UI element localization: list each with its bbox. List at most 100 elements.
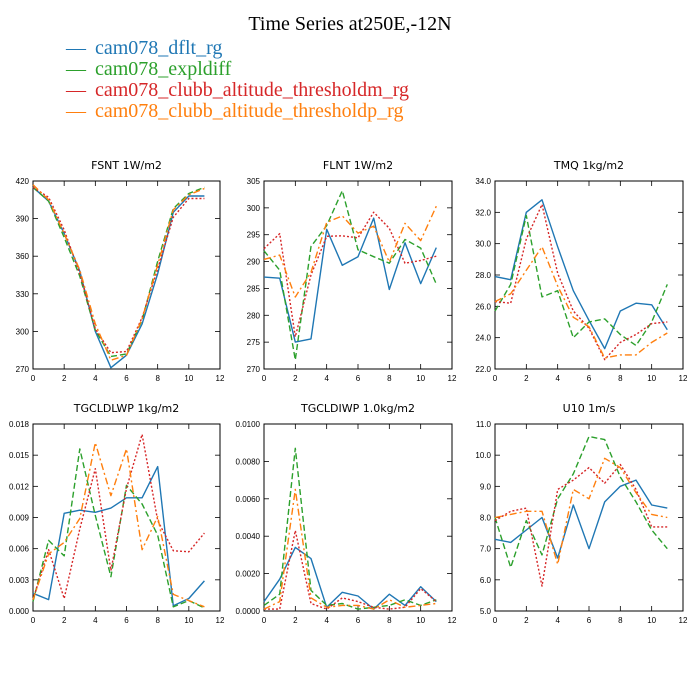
series-line-4 [263,488,437,610]
y-tick-label: 275 [247,338,261,347]
legend-entry-4: — cam078_clubb_altitude_thresholdp_rg [65,100,403,122]
x-tick-label: 2 [62,374,67,383]
x-tick-label: 6 [587,374,592,383]
y-tick-label: 280 [247,311,261,320]
series-line-4 [263,205,437,298]
x-tick-label: 10 [647,374,656,383]
x-tick-label: 2 [293,374,298,383]
y-tick-label: 0.0080 [236,457,261,466]
y-tick-label: 0.015 [9,451,30,460]
y-tick-label: 28.0 [475,271,491,280]
x-tick-label: 10 [184,374,193,383]
x-tick-label: 6 [356,616,361,625]
x-tick-label: 10 [416,374,425,383]
y-tick-label: 10.0 [475,451,491,460]
x-tick-label: 2 [293,616,298,625]
x-tick-label: 8 [618,616,623,625]
x-tick-label: 12 [216,616,225,625]
series-line-3 [494,463,668,587]
legend-symbol: — [65,100,87,122]
x-tick-label: 4 [93,374,98,383]
y-tick-label: 0.0020 [236,570,261,579]
series-line-1 [494,479,668,559]
panel-title: TGCLDIWP 1.0kg/m2 [300,402,415,415]
x-tick-label: 12 [448,616,457,625]
series-line-3 [264,529,437,610]
y-tick-label: 34.0 [475,177,491,186]
legend-entry-2: — cam078_expldiff [65,58,232,80]
chart-panel-2: FLNT 1W/m2 0 2 4 6 8 10 12 270 275 280 285 290 295 300… [247,159,457,383]
y-tick-label: 0.018 [9,420,30,429]
y-tick-label: 9.0 [480,482,492,491]
chart-panel-3: TMQ 1kg/m2 0 2 4 6 8 10 12 22.0 24.0 26.0 28.0 30.0 3… [475,159,688,383]
legend-label: cam078_dflt_rg [95,37,222,59]
x-tick-label: 12 [448,374,457,383]
series-line-3 [32,433,205,600]
panel-title: TMQ 1kg/m2 [553,159,624,172]
y-tick-label: 295 [247,231,261,240]
series-line-1 [32,465,205,607]
x-tick-label: 10 [647,616,656,625]
x-tick-label: 12 [679,374,688,383]
series-line-1 [263,217,437,343]
panel-title: FLNT 1W/m2 [323,159,393,172]
y-tick-label: 30.0 [475,240,491,249]
series-line-1 [263,546,437,610]
x-tick-label: 8 [618,374,623,383]
series-line-2 [32,186,205,358]
x-tick-label: 12 [216,374,225,383]
y-tick-label: 0.0060 [236,495,261,504]
x-tick-label: 4 [93,616,98,625]
y-tick-label: 305 [247,177,261,186]
x-tick-label: 6 [356,374,361,383]
panel-title: TGCLDLWP 1kg/m2 [73,402,179,415]
series-line-2 [263,189,437,361]
y-tick-label: 270 [16,365,30,374]
y-tick-label: 26.0 [475,302,491,311]
y-tick-label: 300 [247,204,261,213]
y-tick-label: 0.0100 [236,420,261,429]
y-tick-label: 11.0 [476,420,492,429]
y-tick-label: 0.006 [9,545,30,554]
y-tick-label: 290 [247,258,261,267]
legend-entry-1: — cam078_dflt_rg [65,37,222,59]
x-tick-label: 10 [184,616,193,625]
chart-panel-6: U10 1m/s 0 2 4 6 8 10 12 5.0 6.0 7.0 8.0 9.0 10.0 11.0 [475,402,688,625]
legend-symbol: — [65,58,87,80]
x-tick-label: 0 [262,616,267,625]
x-tick-label: 8 [387,374,392,383]
series-line-2 [494,214,668,347]
y-tick-label: 0.003 [9,576,30,585]
y-tick-label: 420 [16,177,30,186]
series-line-2 [32,448,205,609]
y-tick-label: 32.0 [475,208,491,217]
legend-label: cam078_clubb_altitude_thresholdm_rg [95,79,409,101]
y-tick-label: 0.0000 [236,607,261,616]
chart-panel-4: TGCLDLWP 1kg/m2 0 2 4 6 8 10 12 0.000 0.003 0.006 0… [9,402,225,625]
legend-symbol: — [65,79,87,101]
x-tick-label: 2 [524,374,529,383]
legend-entry-3: — cam078_clubb_altitude_thresholdm_rg [65,79,409,101]
panel-title: FSNT 1W/m2 [91,159,162,172]
figure-title: Time Series at250E,-12N [248,13,451,35]
y-tick-label: 0.000 [9,607,30,616]
y-tick-label: 0.009 [9,514,30,523]
chart-panel-5: TGCLDIWP 1.0kg/m2 0 2 4 6 8 10 12 0.0000 0.0020 0.… [236,402,457,625]
x-tick-label: 0 [31,616,36,625]
series-line-1 [494,199,668,350]
y-tick-label: 8.0 [480,514,492,523]
x-tick-label: 6 [124,616,129,625]
legend-label: cam078_clubb_altitude_thresholdp_rg [95,100,403,122]
legend-symbol: — [65,37,87,59]
plot-frame [32,180,221,370]
x-tick-label: 0 [262,374,267,383]
y-tick-label: 285 [247,284,261,293]
x-tick-label: 0 [493,616,498,625]
y-tick-label: 330 [16,290,30,299]
x-tick-label: 8 [387,616,392,625]
y-tick-label: 24.0 [475,334,491,343]
y-tick-label: 390 [16,215,30,224]
y-tick-label: 270 [247,365,261,374]
y-tick-label: 7.0 [480,545,492,554]
